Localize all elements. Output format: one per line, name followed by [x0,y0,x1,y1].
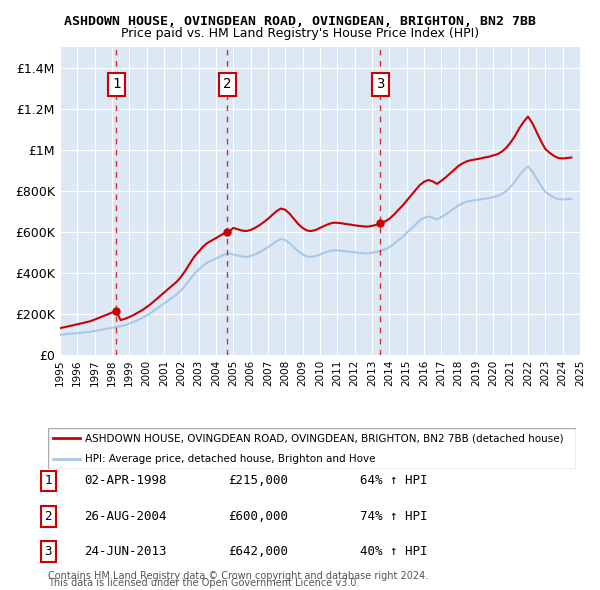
Text: 24-JUN-2013: 24-JUN-2013 [84,545,167,558]
Text: 40% ↑ HPI: 40% ↑ HPI [360,545,427,558]
Text: Price paid vs. HM Land Registry's House Price Index (HPI): Price paid vs. HM Land Registry's House … [121,27,479,40]
Text: This data is licensed under the Open Government Licence v3.0.: This data is licensed under the Open Gov… [48,578,359,588]
Text: £642,000: £642,000 [228,545,288,558]
Text: 1: 1 [112,77,121,91]
Text: £215,000: £215,000 [228,474,288,487]
Text: Contains HM Land Registry data © Crown copyright and database right 2024.: Contains HM Land Registry data © Crown c… [48,571,428,581]
Text: 2: 2 [44,510,52,523]
Text: £600,000: £600,000 [228,510,288,523]
Text: 2: 2 [223,77,232,91]
Text: 64% ↑ HPI: 64% ↑ HPI [360,474,427,487]
Text: ASHDOWN HOUSE, OVINGDEAN ROAD, OVINGDEAN, BRIGHTON, BN2 7BB: ASHDOWN HOUSE, OVINGDEAN ROAD, OVINGDEAN… [64,15,536,28]
FancyBboxPatch shape [48,428,576,469]
Text: 02-APR-1998: 02-APR-1998 [84,474,167,487]
Text: 3: 3 [44,545,52,558]
Text: HPI: Average price, detached house, Brighton and Hove: HPI: Average price, detached house, Brig… [85,454,376,464]
Text: 1: 1 [44,474,52,487]
Text: ASHDOWN HOUSE, OVINGDEAN ROAD, OVINGDEAN, BRIGHTON, BN2 7BB (detached house): ASHDOWN HOUSE, OVINGDEAN ROAD, OVINGDEAN… [85,433,563,443]
Text: 74% ↑ HPI: 74% ↑ HPI [360,510,427,523]
Text: 3: 3 [376,77,385,91]
Text: 26-AUG-2004: 26-AUG-2004 [84,510,167,523]
